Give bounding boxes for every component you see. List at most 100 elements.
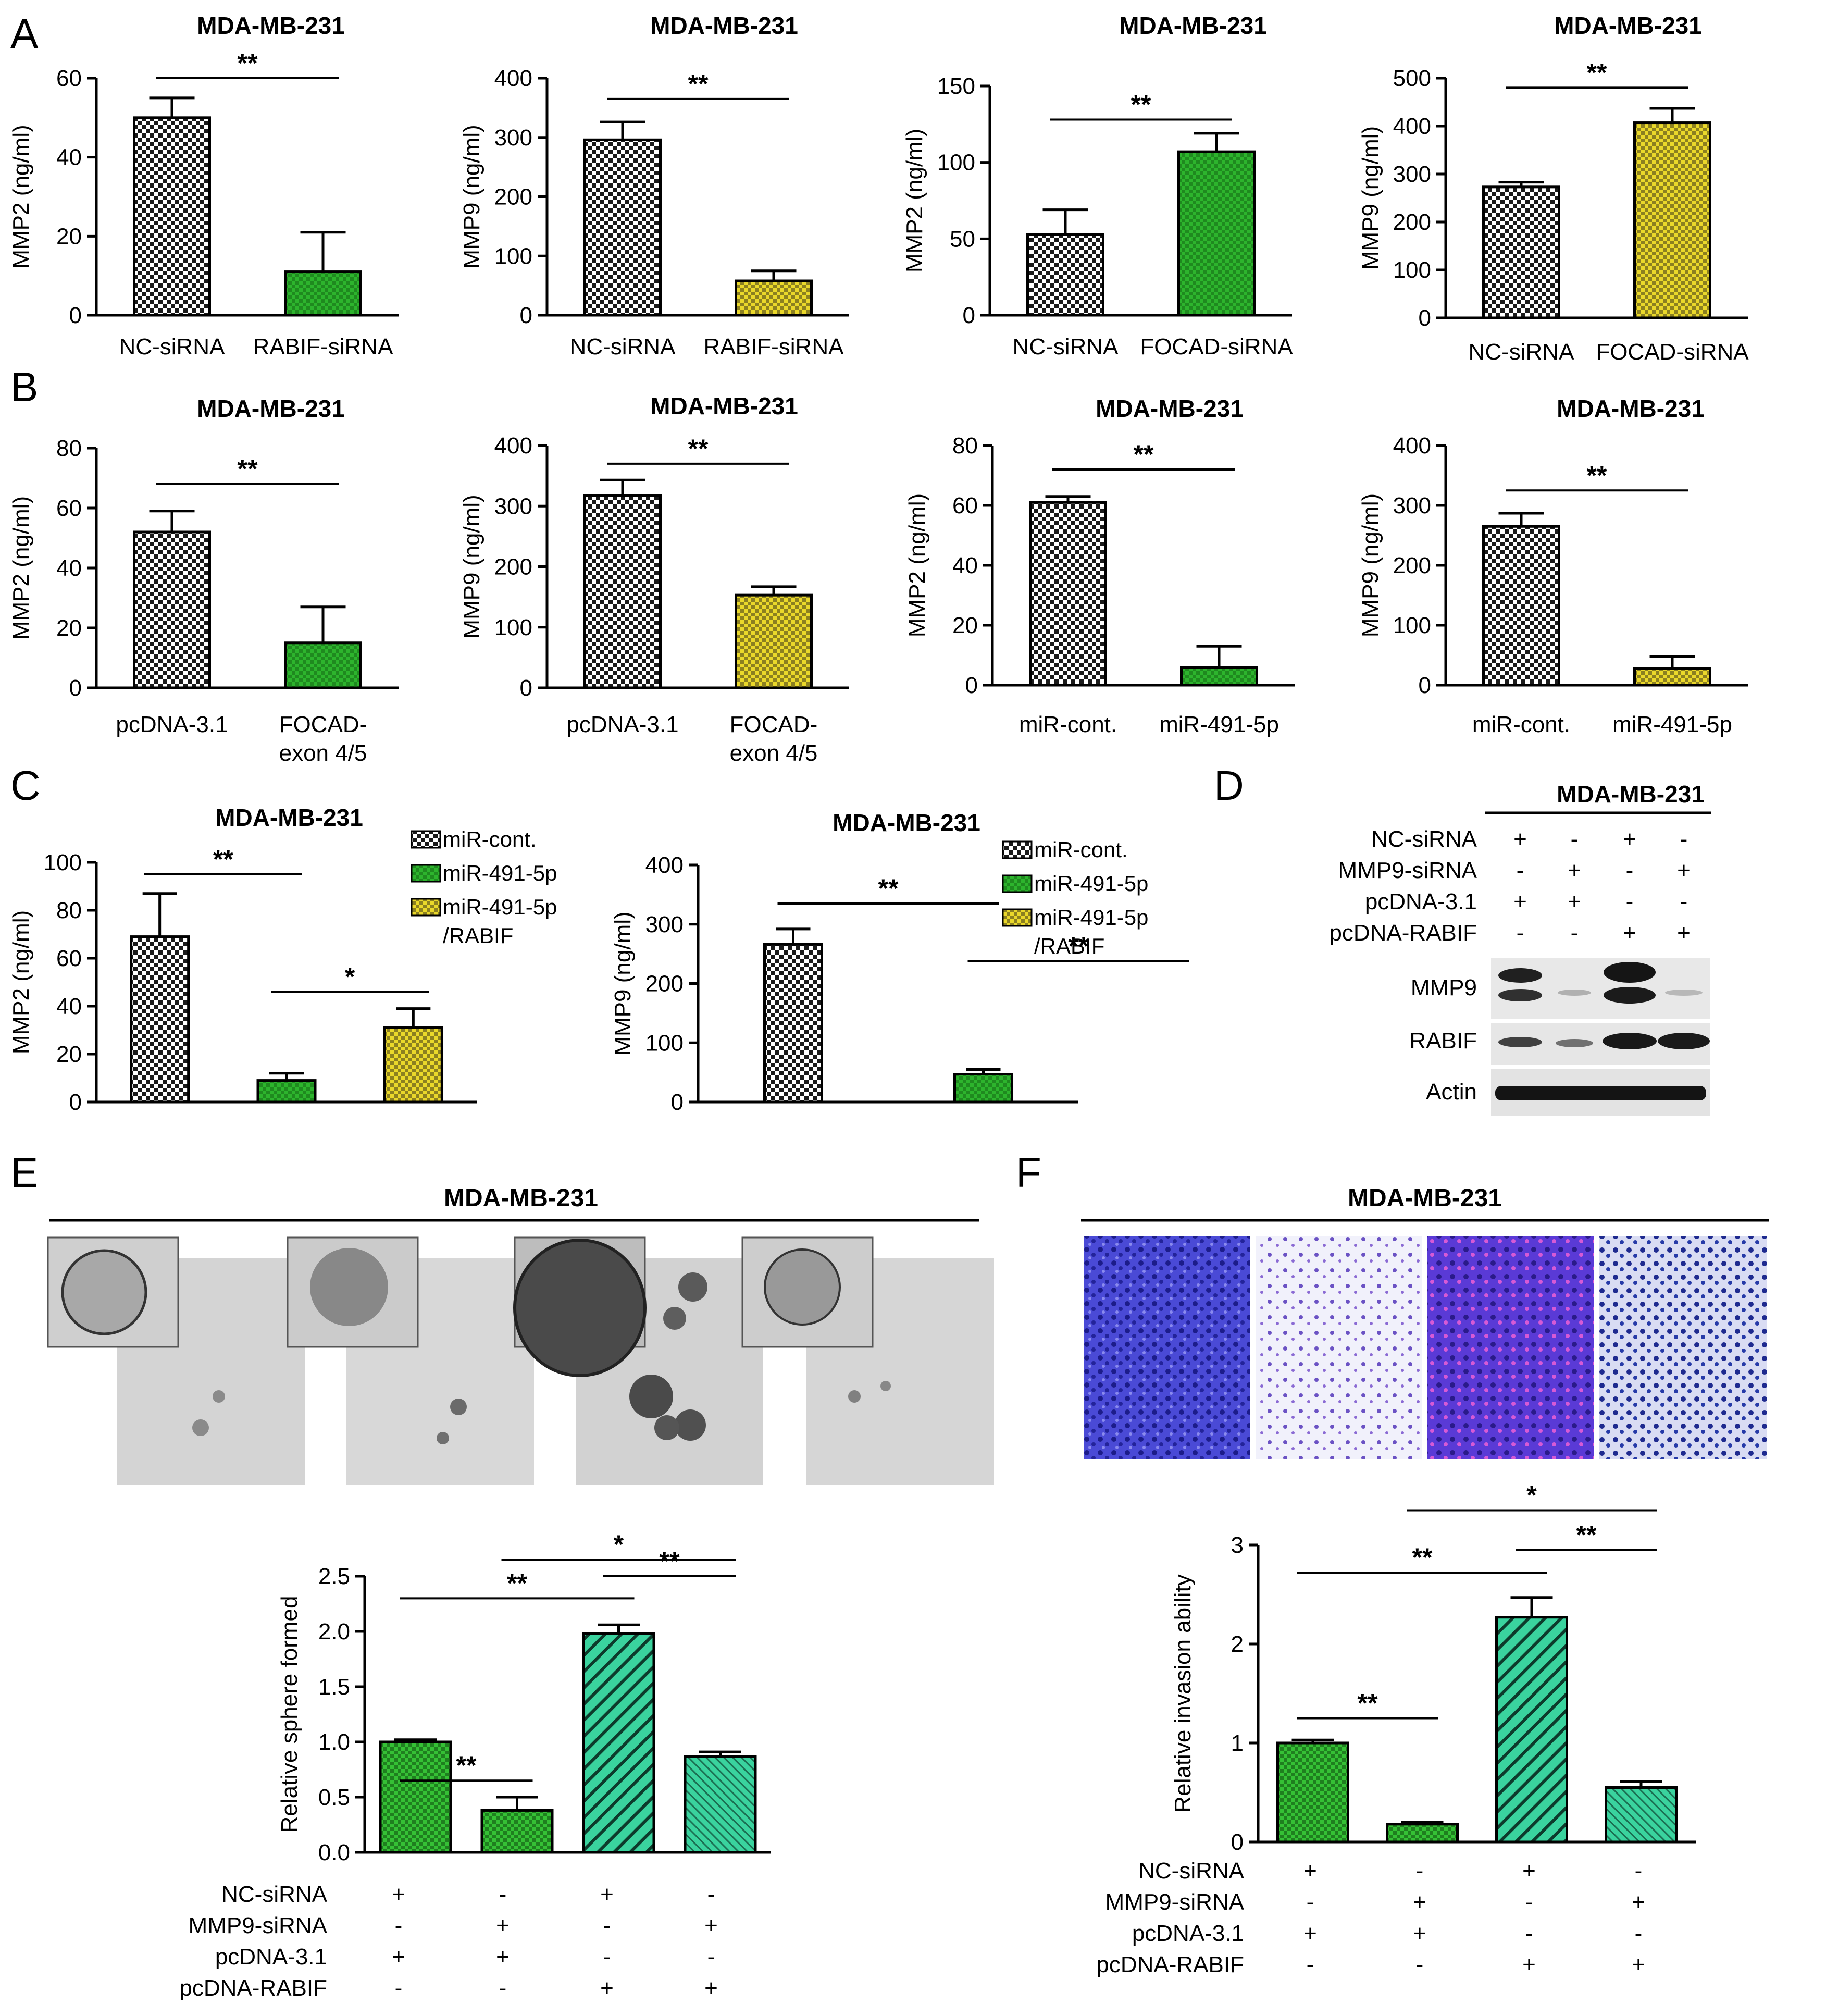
y-tick-label: 150 bbox=[937, 73, 975, 99]
significance-label: * bbox=[614, 1530, 624, 1559]
treatment-sign: - bbox=[1571, 826, 1579, 852]
y-tick-label: 300 bbox=[494, 125, 532, 151]
y-axis-label: Relative invasion ability bbox=[1170, 1574, 1196, 1812]
y-axis-label: MMP2 (ng/ml) bbox=[8, 125, 34, 268]
treatment-label: MMP9-siRNA bbox=[189, 1913, 328, 1938]
y-tick-label: 0 bbox=[69, 675, 82, 701]
treatment-sign: - bbox=[499, 1975, 507, 2001]
chart-title: MDA-MB-231 bbox=[1557, 395, 1705, 422]
y-tick-label: 100 bbox=[494, 243, 532, 269]
chart-title: MDA-MB-231 bbox=[197, 12, 345, 39]
x-tick-label: NC-siRNA bbox=[570, 334, 676, 360]
legend-swatch bbox=[411, 898, 441, 917]
y-axis-label: MMP2 (ng/ml) bbox=[8, 910, 34, 1054]
treatment-label: pcDNA-RABIF bbox=[1096, 1952, 1244, 1977]
significance-label: * bbox=[1526, 1481, 1537, 1510]
bar bbox=[1276, 1741, 1349, 1844]
y-tick-label: 0 bbox=[1419, 673, 1431, 698]
y-tick-label: 0 bbox=[1419, 305, 1431, 331]
significance-label: ** bbox=[878, 874, 899, 903]
treatment-sign: - bbox=[1635, 1921, 1643, 1946]
y-tick-label: 300 bbox=[645, 912, 684, 937]
y-tick-label: 100 bbox=[1393, 613, 1431, 638]
treatment-sign: - bbox=[603, 1944, 611, 1970]
bar bbox=[953, 1073, 1013, 1104]
significance-label: ** bbox=[1358, 1689, 1378, 1718]
panel-label-f: F bbox=[1016, 1149, 1041, 1196]
significance-label: ** bbox=[507, 1568, 527, 1598]
y-tick-label: 0 bbox=[671, 1090, 684, 1115]
treatment-label: pcDNA-3.1 bbox=[1365, 889, 1477, 914]
y-tick-label: 60 bbox=[56, 946, 82, 971]
y-tick-label: 50 bbox=[950, 226, 975, 252]
bar bbox=[735, 279, 813, 317]
bar bbox=[1026, 233, 1104, 317]
sphere-2b bbox=[437, 1432, 449, 1444]
y-tick-label: 400 bbox=[1393, 433, 1431, 459]
y-tick-label: 400 bbox=[645, 852, 684, 878]
significance-label: ** bbox=[213, 845, 233, 874]
chart-title: MDA-MB-231 bbox=[1096, 395, 1244, 422]
y-tick-label: 40 bbox=[56, 145, 82, 170]
sphere-inset-1-cell bbox=[61, 1249, 147, 1335]
treatment-label: NC-siRNA bbox=[1371, 826, 1477, 852]
chart-title: MDA-MB-231 bbox=[1554, 12, 1702, 39]
bar bbox=[735, 593, 813, 689]
treatment-sign: + bbox=[1413, 1889, 1426, 1915]
y-tick-label: 0.5 bbox=[318, 1785, 350, 1810]
invasion-image-2 bbox=[1256, 1236, 1422, 1459]
sphere-3c bbox=[629, 1375, 673, 1418]
treatment-sign: - bbox=[1571, 920, 1579, 946]
y-tick-label: 100 bbox=[494, 615, 532, 640]
x-tick-label: FOCAD-siRNA bbox=[1596, 339, 1749, 365]
treatment-sign: + bbox=[704, 1975, 718, 2001]
chart-b2: MDA-MB-231 0 100 200 300 400 MMP9 (ng/ml) pcDNA… bbox=[459, 392, 849, 766]
y-tick-label: 1.5 bbox=[318, 1674, 350, 1700]
chart-a3: MDA-MB-231 0 50 100 150 MMP2 (ng/ml) NC-siRNA F… bbox=[902, 12, 1293, 360]
bar bbox=[1029, 501, 1107, 687]
treatment-sign: + bbox=[1568, 858, 1581, 883]
legend-label: miR-cont. bbox=[443, 827, 537, 851]
x-tick-label: miR-cont. bbox=[1019, 712, 1117, 737]
y-axis-label: MMP9 (ng/ml) bbox=[1358, 126, 1383, 270]
treatment-sign: + bbox=[1632, 1889, 1645, 1915]
bar bbox=[1633, 121, 1711, 319]
legend-label: miR-491-5p bbox=[1034, 905, 1148, 930]
bar bbox=[684, 1755, 757, 1854]
y-tick-label: 0 bbox=[520, 303, 532, 328]
treatment-sign: + bbox=[704, 1913, 718, 1938]
treatment-sign: - bbox=[1525, 1889, 1533, 1915]
y-tick-label: 2.0 bbox=[318, 1619, 350, 1644]
treatment-label: pcDNA-RABIF bbox=[1329, 920, 1477, 946]
blot-band-mmp9-3b bbox=[1604, 987, 1656, 1004]
treatment-sign: + bbox=[1513, 889, 1527, 914]
y-tick-label: 2.5 bbox=[318, 1564, 350, 1589]
significance-label: * bbox=[345, 962, 355, 991]
y-tick-label: 500 bbox=[1393, 66, 1431, 91]
significance-label: ** bbox=[238, 454, 258, 484]
y-tick-label: 60 bbox=[952, 493, 978, 518]
y-tick-label: 2 bbox=[1231, 1631, 1244, 1657]
y-tick-label: 20 bbox=[56, 1042, 82, 1067]
blot-title: MDA-MB-231 bbox=[1557, 781, 1705, 808]
chart-title: MDA-MB-231 bbox=[650, 12, 798, 39]
bar bbox=[1386, 1823, 1459, 1844]
bar bbox=[284, 641, 362, 689]
chart-a1: MDA-MB-231 0 20 40 60 MMP2 (ng/ml) NC-siRNA RAB… bbox=[8, 12, 399, 360]
y-tick-label: 0 bbox=[1231, 1829, 1244, 1855]
blot-label-rabif: RABIF bbox=[1409, 1028, 1477, 1054]
treatment-sign: + bbox=[1303, 1858, 1317, 1884]
treatment-sign: - bbox=[1626, 889, 1634, 914]
treatment-sign: + bbox=[1568, 889, 1581, 914]
panel-labels: A B C D E F bbox=[10, 10, 1244, 1196]
chart-title: MDA-MB-231 bbox=[1119, 12, 1267, 39]
treatment-sign: + bbox=[600, 1975, 614, 2001]
treatment-sign: - bbox=[395, 1913, 403, 1938]
treatment-sign: + bbox=[1677, 858, 1691, 883]
y-tick-label: 200 bbox=[494, 554, 532, 580]
significance-label: ** bbox=[456, 1751, 477, 1780]
treatment-sign: - bbox=[1680, 889, 1688, 914]
significance-label: ** bbox=[238, 48, 258, 78]
